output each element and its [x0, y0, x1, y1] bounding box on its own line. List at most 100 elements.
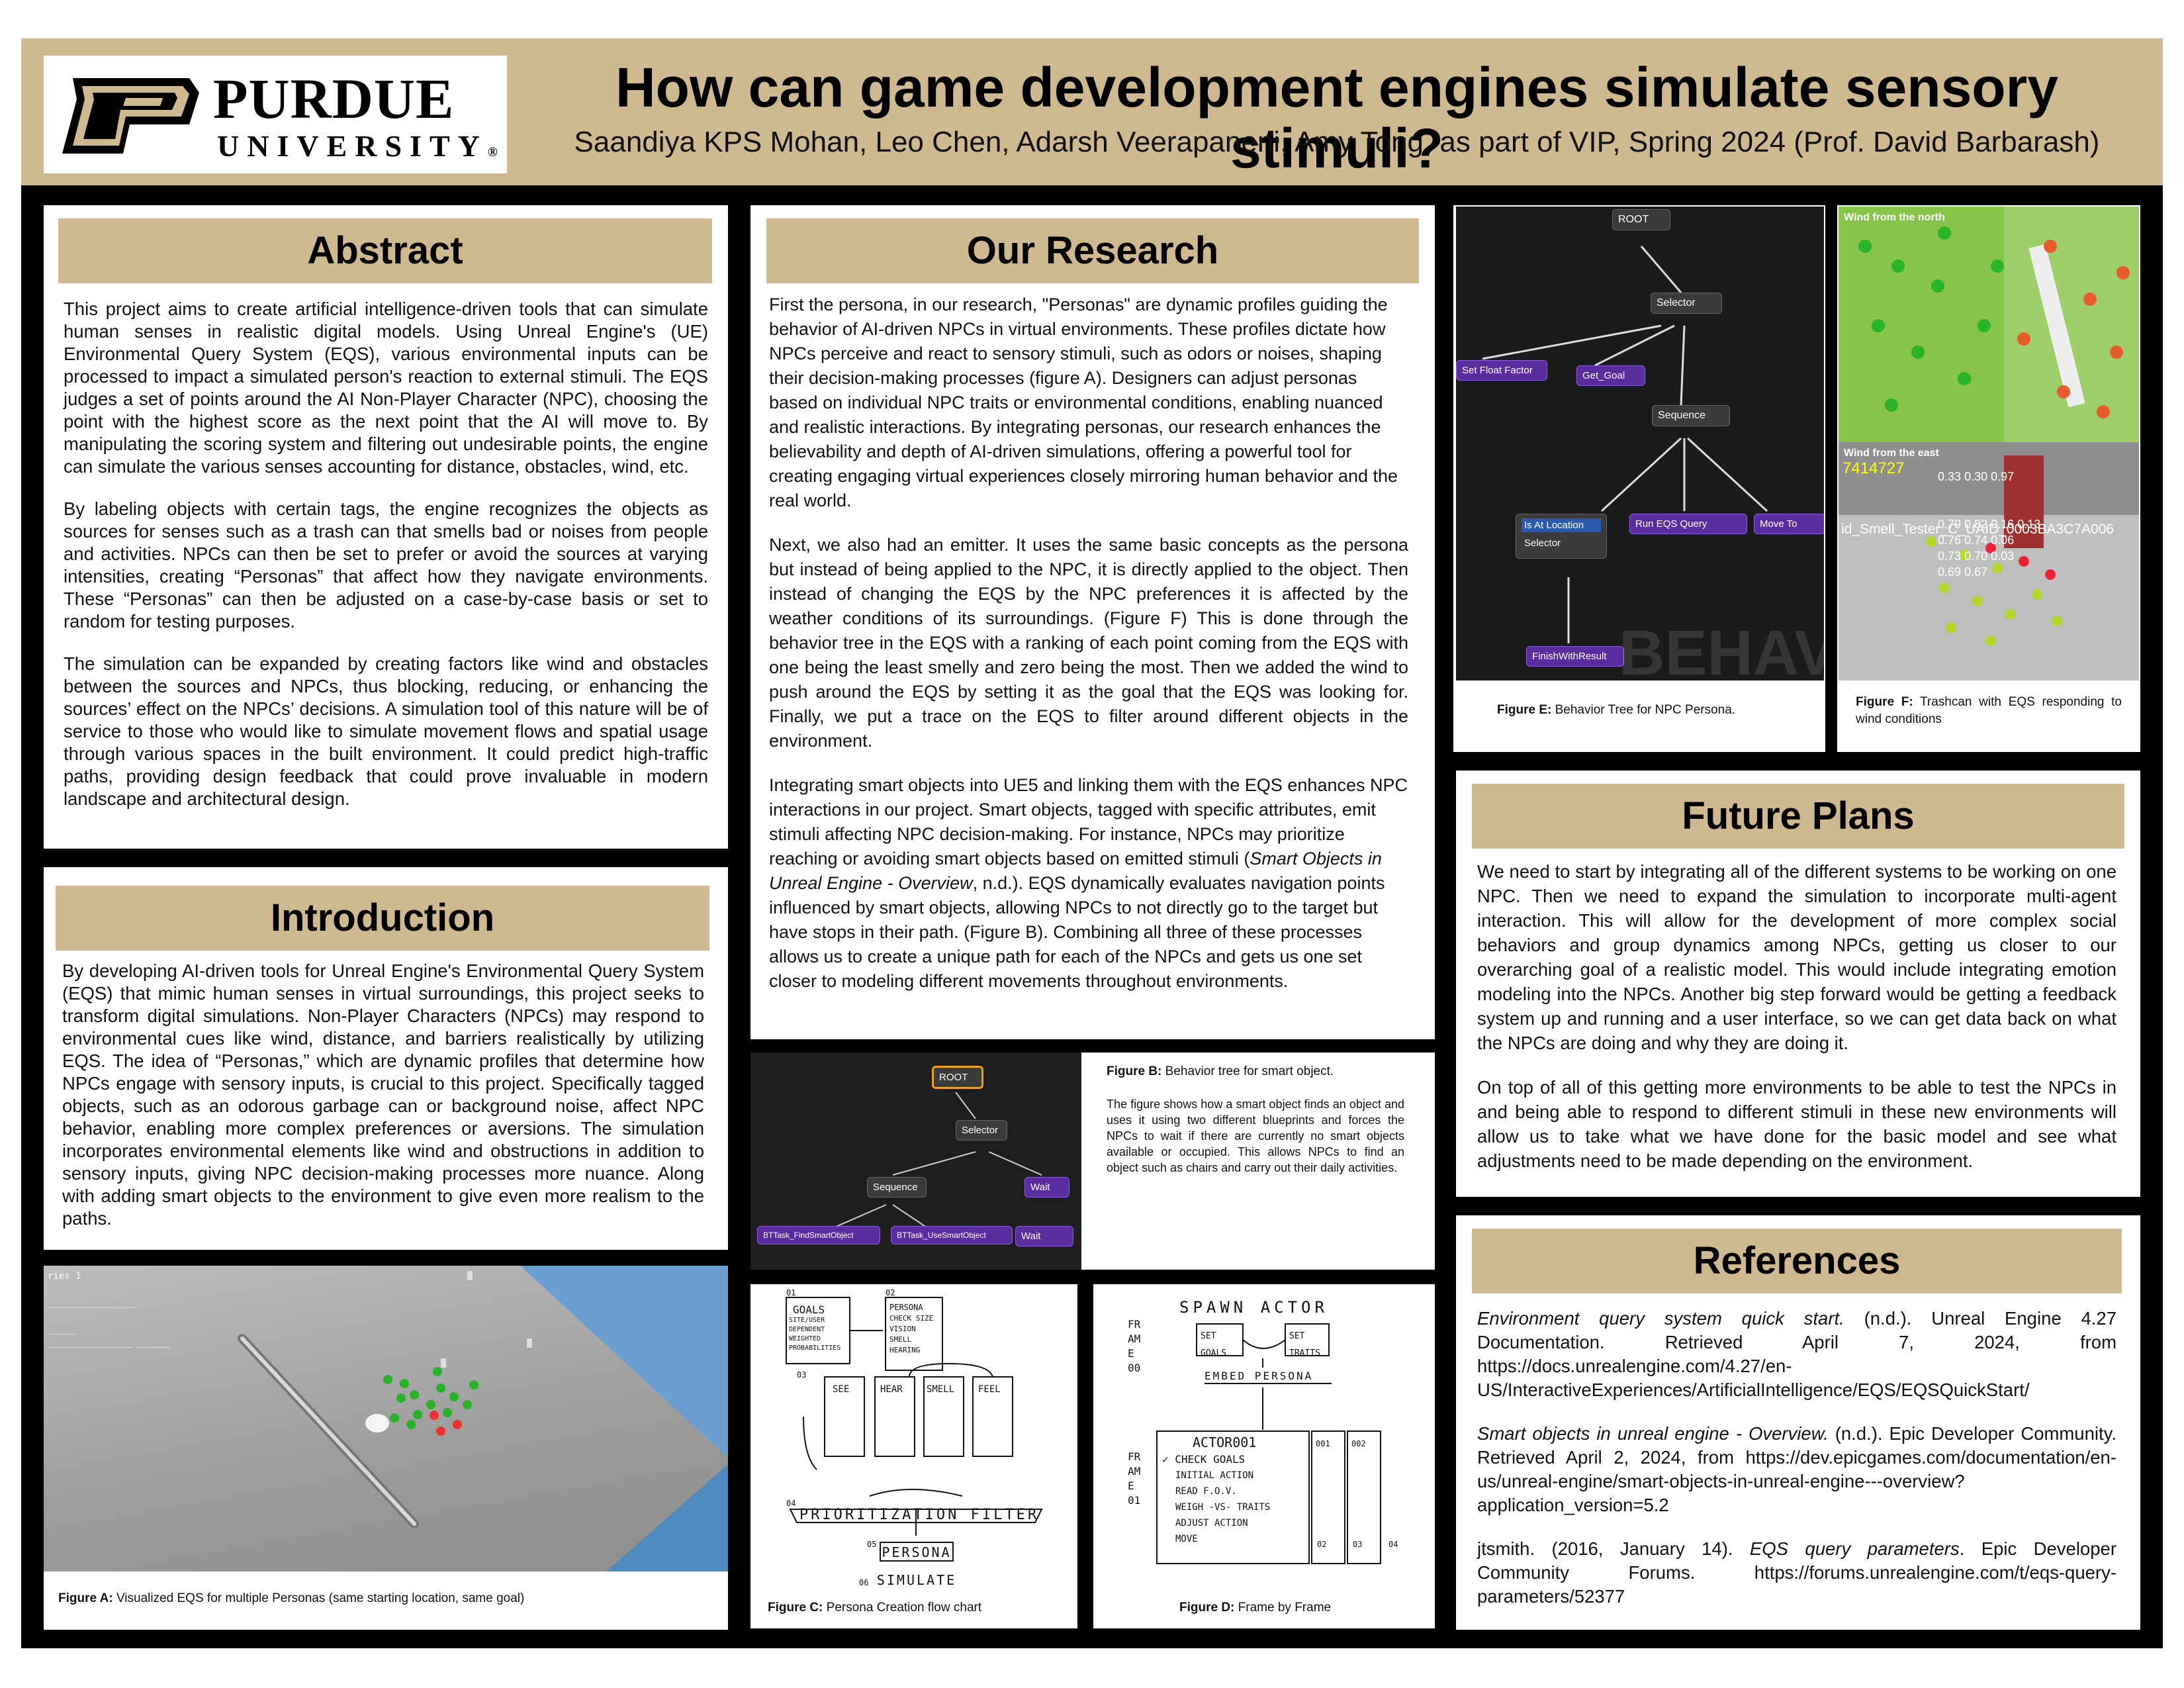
sketch-frame-01-label: FRAME 01	[1128, 1450, 1144, 1508]
svg-text:ries 1: ries 1	[48, 1271, 81, 1282]
figure-d-panel	[1093, 1284, 1435, 1628]
wind-east-label: Wind from the east	[1844, 447, 1939, 459]
sketch-actor-002: 002	[1351, 1439, 1366, 1448]
reference-entry: Smart objects in unreal engine - Overvie…	[1477, 1422, 2116, 1517]
svg-text:________________: ________________	[48, 1284, 137, 1295]
figure-d-sketch: SPAWN ACTOR FRAME 00 FRAME 01 SET GOALS …	[1093, 1284, 1435, 1595]
references-heading: References	[1472, 1229, 2122, 1293]
bt-root-node: ROOT	[932, 1066, 983, 1089]
sketch-filter: PRIORITIZATION FILTER	[799, 1507, 1040, 1523]
reference-title: Environment query system quick start.	[1477, 1308, 1844, 1329]
figure-f-id-readout: 7414727	[1843, 459, 1905, 477]
bt-is-at-location-node: Is At Location Selector	[1516, 514, 1607, 559]
bt-find-smart-object-node: BTTask_FindSmartObject	[757, 1226, 880, 1244]
figure-f-top-image: Wind from the north	[1839, 207, 2139, 442]
score-value: 0.74	[1964, 534, 1988, 547]
figure-f-actor-label: id_Smell_Tester_C_UAID_0003BA3C7A006	[1841, 522, 2115, 537]
bt-set-float-factor-node: Set Float Factor	[1456, 360, 1547, 381]
score-value: 0.97	[1991, 470, 2015, 483]
sketch-goals: GOALS	[793, 1303, 825, 1316]
research-panel	[751, 205, 1435, 1039]
reference-details: (n.d.). Unreal Engine 4.27 Documentation…	[1477, 1308, 2116, 1400]
figure-f-text: Trashcan with EQS responding to wind con…	[1856, 695, 2122, 726]
wind-north-graphic	[1858, 207, 2139, 442]
research-heading: Our Research	[766, 218, 1419, 283]
figure-d-label: Figure D:	[1179, 1601, 1235, 1615]
abstract-heading: Abstract	[58, 218, 712, 283]
eqs-scene-graphic: ries 1 ________________ ________________…	[48, 1266, 728, 1571]
bt-selector-node: Selector	[1651, 293, 1722, 314]
reference-entry: Environment query system quick start. (n…	[1477, 1307, 2116, 1402]
sketch-set-traits: SET TRAITS	[1289, 1331, 1320, 1358]
figure-c-sketch: GOALS SITE/USER DEPENDENT WEIGHTED PROBA…	[751, 1284, 1077, 1595]
score-value: 0.06	[1991, 534, 2015, 547]
bt-get-goal-node: Get_Goal	[1576, 365, 1645, 386]
future-plans-paragraph: We need to start by integrating all of t…	[1477, 861, 2116, 1053]
figure-c-text: Persona Creation flow chart	[823, 1601, 982, 1615]
sketch-persona-sub: CHECK SIZE VISION SMELL HEARING	[889, 1314, 934, 1354]
bt-wait-node: Wait	[1024, 1177, 1069, 1197]
bt-finish-with-result-node: FinishWithResult	[1526, 646, 1624, 667]
research-paragraph: First the persona, in our research, "Per…	[769, 295, 1398, 510]
figure-f-bottom-image: Wind from the east 7414727 id_Smell_Test…	[1839, 442, 2139, 680]
sketch-weigh: WEIGH -VS- TRAITS	[1175, 1502, 1271, 1513]
purdue-logo: PURDUE UNIVERSITY®	[44, 56, 507, 173]
sketch-see: SEE	[833, 1384, 850, 1395]
frame-by-frame-graphic	[1156, 1323, 1381, 1564]
reference-author: jtsmith. (2016, January 14).	[1477, 1538, 1750, 1559]
sketch-initial-action: INITIAL ACTION	[1175, 1470, 1254, 1481]
sketch-step-02: 02	[886, 1288, 895, 1297]
sketch-frame-word: FRAME	[1128, 1318, 1141, 1360]
future-plans-paragraph: On top of all of this getting more envir…	[1477, 1077, 2116, 1171]
reference-details: (n.d.). Epic Developer Community. Retrie…	[1477, 1423, 2116, 1515]
figure-b-label: Figure B:	[1107, 1064, 1162, 1078]
svg-text:________________: ________________	[48, 1297, 137, 1308]
svg-text:_______________ ______: _______________ ______	[48, 1337, 171, 1348]
svg-text:_____: _____	[48, 1324, 76, 1335]
logo-subtitle: UNIVERSITY®	[217, 131, 498, 162]
score-value: 0.16	[1991, 518, 2015, 531]
research-body: First the persona, in our research, "Per…	[769, 293, 1408, 1013]
sketch-actor-001: 001	[1316, 1439, 1330, 1448]
figure-f-label: Figure F:	[1856, 695, 1913, 709]
sketch-set-goals: SET GOALS	[1201, 1331, 1227, 1358]
purdue-p-mark-icon	[62, 78, 199, 154]
reference-title: EQS query parameters	[1749, 1538, 1960, 1559]
abstract-paragraph: This project aims to create artificial i…	[64, 299, 708, 477]
future-plans-body: We need to start by integrating all of t…	[1477, 859, 2116, 1193]
registered-mark: ®	[487, 145, 498, 160]
sketch-hear: HEAR	[880, 1384, 903, 1395]
sketch-adjust-action: ADJUST ACTION	[1175, 1518, 1248, 1528]
bt-root-node: ROOT	[1612, 209, 1670, 230]
sketch-simulate: SIMULATE	[876, 1572, 957, 1588]
figure-c-label: Figure C:	[768, 1601, 823, 1615]
figure-d-caption: Figure D: Frame by Frame	[1179, 1599, 1418, 1617]
sketch-frame-02: 02	[1317, 1540, 1327, 1549]
figure-e-image: ROOT Selector Set Float Factor Get_Goal …	[1456, 207, 1824, 680]
score-value: 0.69	[1938, 565, 1962, 579]
persona-flowchart-graphic	[786, 1297, 1043, 1562]
sketch-frame-01: 01	[1128, 1494, 1141, 1507]
sketch-persona: PERSONA	[882, 1544, 952, 1560]
score-value: 0.33	[1938, 470, 1962, 483]
score-value: 0.67	[1964, 565, 1988, 579]
bt-move-to-node: Move To	[1754, 514, 1824, 534]
figure-b-description: The figure shows how a smart object find…	[1107, 1098, 1404, 1174]
score-value: 0.30	[1964, 470, 1988, 483]
logo-subtitle-text: UNIVERSITY	[217, 129, 488, 163]
references-body: Environment query system quick start. (n…	[1477, 1307, 2116, 1628]
figure-a-caption: Figure A: Visualized EQS for multiple Pe…	[58, 1590, 720, 1607]
score-value: 0.70	[1964, 549, 1988, 563]
logo-wordmark: PURDUE	[213, 67, 455, 130]
score-value: 0.76	[1938, 534, 1962, 547]
abstract-paragraph: By labeling objects with certain tags, t…	[64, 498, 708, 632]
sketch-embed-persona: EMBED PERSONA	[1205, 1370, 1314, 1382]
bt-sequence-node: Sequence	[867, 1177, 927, 1197]
sketch-move: MOVE	[1175, 1534, 1198, 1544]
sketch-step-01: 01	[786, 1288, 796, 1297]
introduction-body: By developing AI-driven tools for Unreal…	[62, 960, 704, 1250]
bt-selector-2-label: Selector	[1524, 538, 1561, 549]
bt-selector-node: Selector	[956, 1120, 1007, 1141]
figure-e-watermark: BEHAVI	[1619, 618, 1824, 680]
poster-title: How can game development engines simulat…	[615, 56, 2059, 180]
